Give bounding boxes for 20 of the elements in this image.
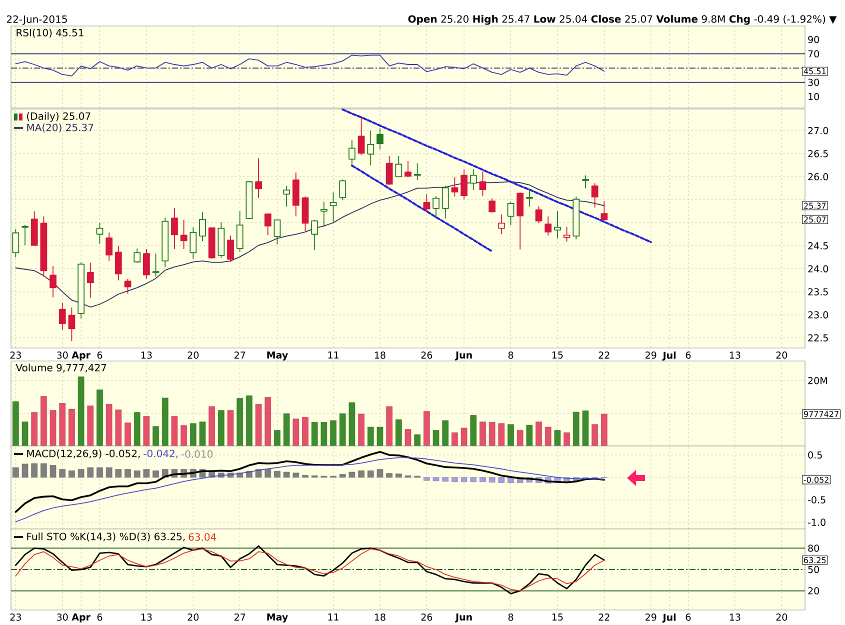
x-tick-label: 20: [776, 614, 788, 621]
x-tick-label: 6: [686, 614, 691, 621]
x-tick-label: 30: [57, 614, 68, 621]
x-tick-label: 11: [328, 614, 338, 620]
x-tick-label: 20: [188, 614, 199, 621]
x-tick-label: Jun: [454, 614, 472, 622]
x-tick-label: 13: [141, 614, 152, 621]
x-tick-label: 13: [730, 614, 740, 621]
x-tick-label: Apr: [72, 614, 90, 622]
x-tick-label: 23: [10, 614, 21, 621]
x-tick-label: 29: [646, 614, 656, 621]
x-tick-label: 6: [97, 614, 102, 621]
x-tick-label: 26: [421, 614, 432, 621]
x-tick-label: 27: [234, 614, 246, 621]
x-tick-label: 15: [552, 614, 563, 621]
x-tick-label: May: [267, 614, 288, 623]
x-tick-label: 22: [598, 614, 610, 621]
x-tick-label: Jul: [662, 614, 676, 623]
x-tick-label: 8: [508, 614, 514, 621]
x-tick-label: 18: [374, 614, 386, 621]
